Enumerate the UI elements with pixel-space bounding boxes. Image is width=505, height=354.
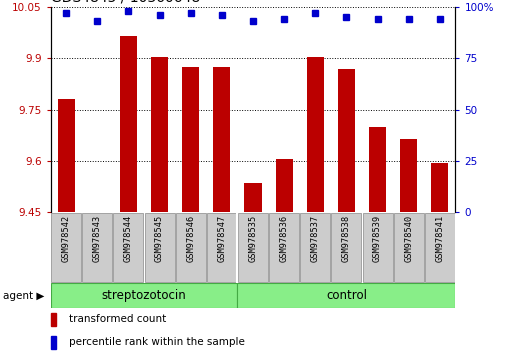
Text: GSM978539: GSM978539: [372, 215, 381, 262]
Text: GSM978543: GSM978543: [92, 215, 102, 262]
Bar: [269, 213, 298, 282]
Text: GDS4845 / 10360648: GDS4845 / 10360648: [50, 0, 199, 5]
Text: GSM978547: GSM978547: [217, 215, 226, 262]
Bar: [58, 99, 75, 212]
Text: GSM978545: GSM978545: [155, 215, 164, 262]
Text: GSM978541: GSM978541: [434, 215, 443, 262]
Bar: [237, 213, 268, 282]
Bar: [50, 313, 56, 326]
Text: control: control: [325, 289, 366, 302]
Text: GSM978544: GSM978544: [124, 215, 133, 262]
Bar: [207, 213, 236, 282]
Bar: [393, 213, 423, 282]
Text: percentile rank within the sample: percentile rank within the sample: [69, 337, 244, 348]
Bar: [275, 159, 292, 212]
Bar: [430, 163, 447, 212]
Bar: [150, 57, 168, 212]
Text: GSM978538: GSM978538: [341, 215, 350, 262]
Bar: [399, 139, 417, 212]
Bar: [120, 36, 137, 212]
Bar: [244, 183, 261, 212]
Text: transformed count: transformed count: [69, 314, 166, 325]
Text: GSM978540: GSM978540: [403, 215, 413, 262]
Bar: [213, 67, 230, 212]
Bar: [144, 213, 174, 282]
Bar: [51, 213, 81, 282]
Text: GSM978542: GSM978542: [62, 215, 71, 262]
Text: agent ▶: agent ▶: [3, 291, 44, 301]
Text: GSM978536: GSM978536: [279, 215, 288, 262]
Bar: [50, 336, 56, 349]
Bar: [331, 213, 361, 282]
Bar: [237, 283, 454, 308]
Bar: [82, 213, 112, 282]
Bar: [50, 283, 237, 308]
Bar: [113, 213, 143, 282]
Text: streptozotocin: streptozotocin: [102, 289, 186, 302]
Text: GSM978535: GSM978535: [248, 215, 257, 262]
Bar: [175, 213, 205, 282]
Text: GSM978546: GSM978546: [186, 215, 195, 262]
Bar: [337, 69, 355, 212]
Bar: [368, 127, 385, 212]
Bar: [182, 67, 199, 212]
Text: GSM978537: GSM978537: [310, 215, 319, 262]
Bar: [424, 213, 454, 282]
Bar: [306, 57, 323, 212]
Bar: [362, 213, 392, 282]
Bar: [300, 213, 330, 282]
